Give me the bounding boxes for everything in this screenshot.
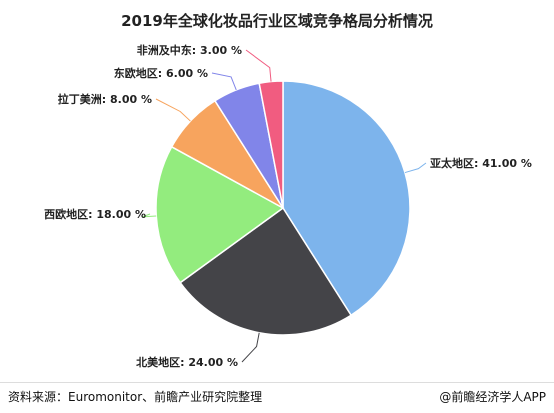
source-note: 资料来源：Euromonitor、前瞻产业研究院整理 xyxy=(8,390,263,404)
slice-data-label: 西欧地区: 18.00 % xyxy=(44,207,146,221)
slice-data-label: 东欧地区: 6.00 % xyxy=(114,66,208,80)
slice-data-label: 拉丁美洲: 8.00 % xyxy=(58,92,152,106)
slice-data-label: 非洲及中东: 3.00 % xyxy=(137,43,242,57)
leader-line xyxy=(155,98,191,122)
leader-line xyxy=(241,332,260,363)
pie-slice xyxy=(258,80,284,209)
chart-title: 2019年全球化妆品行业区域竞争格局分析情况 xyxy=(121,12,433,30)
slice-data-label: 北美地区: 24.00 % xyxy=(136,355,238,369)
pie-slice xyxy=(179,206,353,336)
leader-line xyxy=(211,72,237,91)
leader-line xyxy=(245,49,272,82)
leader-line xyxy=(404,162,427,174)
slice-data-label: 亚太地区: 41.00 % xyxy=(430,156,532,170)
footer-divider xyxy=(0,382,554,383)
leader-line xyxy=(142,213,157,218)
publisher-credit: @前瞻经济学人APP xyxy=(439,390,546,404)
